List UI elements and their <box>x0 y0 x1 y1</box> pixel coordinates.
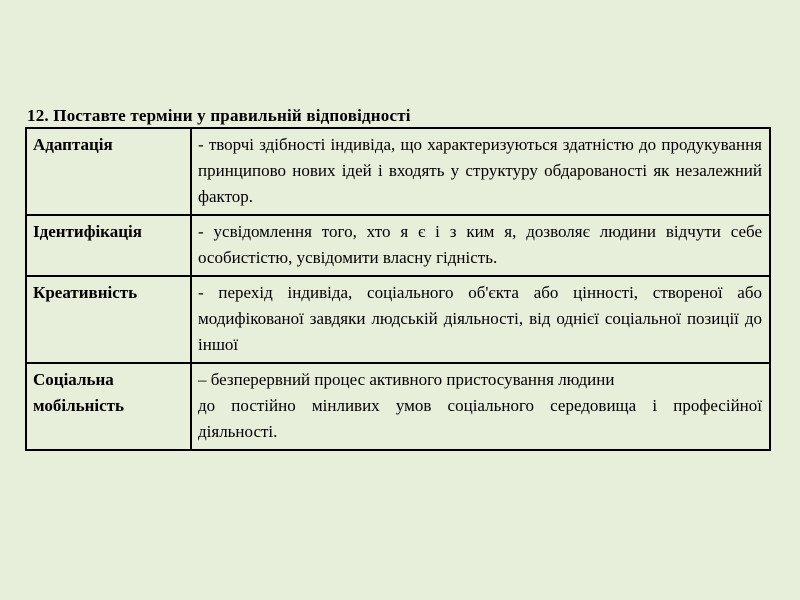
table-row: Соціальна мобільність – безперервний про… <box>25 362 771 451</box>
table-row: Адаптація - творчі здібності індивіда, щ… <box>25 127 771 216</box>
table-body: Адаптація - творчі здібності індивіда, щ… <box>25 127 771 451</box>
term-cell: Соціальна мобільність <box>25 362 192 451</box>
definition-cell: - усвідомлення того, хто я є і з ким я, … <box>190 214 771 277</box>
term-cell: Ідентифікація <box>25 214 192 277</box>
definition-cell: – безперервний процес активного пристосу… <box>190 362 771 451</box>
table-row: Ідентифікація - усвідомлення того, хто я… <box>25 214 771 277</box>
terms-matching-table: Адаптація - творчі здібності індивіда, щ… <box>25 127 771 451</box>
table-row: Креативність - перехід індивіда, соціаль… <box>25 275 771 364</box>
question-title: 12. Поставте терміни у правильній відпов… <box>27 106 411 125</box>
term-cell: Креативність <box>25 275 192 364</box>
term-cell: Адаптація <box>25 127 192 216</box>
definition-cell: - перехід індивіда, соціального об'єкта … <box>190 275 771 364</box>
definition-cell: - творчі здібності індивіда, що характер… <box>190 127 771 216</box>
